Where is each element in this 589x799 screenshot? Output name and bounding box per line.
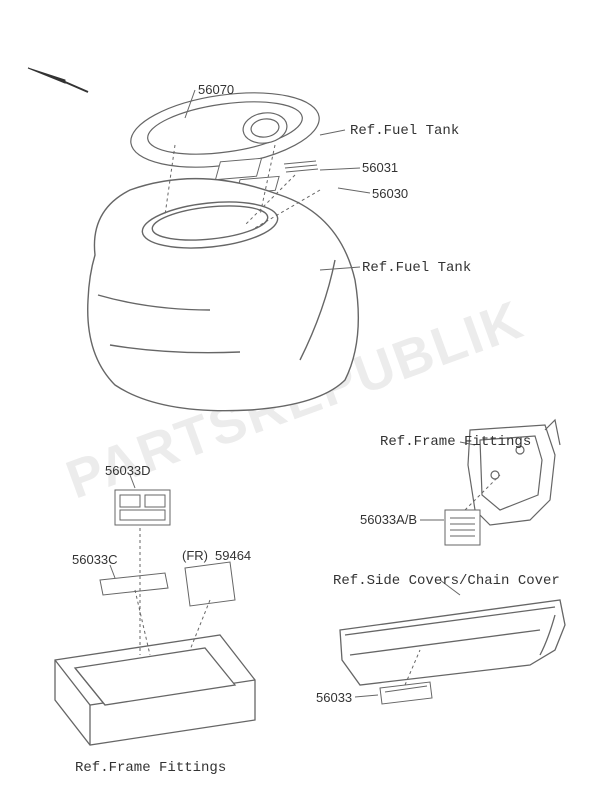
label-plate-56033ab: [445, 510, 480, 545]
callout-59464: 59464: [215, 548, 251, 563]
callout-56033: 56033: [316, 690, 352, 705]
ref-fuel-tank-2: Ref.Fuel Tank: [362, 260, 471, 276]
label-plate-56030: [236, 176, 279, 193]
ref-side-covers: Ref.Side Covers/Chain Cover: [333, 573, 560, 589]
ref-frame-fittings-2: Ref.Frame Fittings: [75, 760, 226, 776]
label-plate-56033c: [100, 573, 168, 595]
label-plate-56033: [380, 682, 432, 704]
fuel-tank: [88, 179, 359, 411]
label-plate-56033d: [115, 490, 170, 525]
chain-cover: [340, 600, 565, 685]
diagram-canvas: 56070 Ref.Fuel Tank 56031 56030 Ref.Fuel…: [0, 0, 589, 799]
ref-frame-fittings-1: Ref.Frame Fittings: [380, 434, 531, 450]
callout-56031: 56031: [362, 160, 398, 175]
callout-56033c: 56033C: [72, 552, 118, 567]
diagram-svg: [0, 0, 589, 799]
callout-56070: 56070: [198, 82, 234, 97]
ref-fuel-tank-1: Ref.Fuel Tank: [350, 123, 459, 139]
back-arrow-icon: [28, 68, 88, 92]
callout-56033d: 56033D: [105, 463, 151, 478]
callout-56033ab: 56033A/B: [360, 512, 417, 527]
tray-box: [55, 635, 255, 745]
label-plate-59464: [185, 562, 235, 606]
callout-56030: 56030: [372, 186, 408, 201]
label-plate-56031: [215, 158, 318, 179]
callout-fr: (FR): [182, 548, 208, 563]
